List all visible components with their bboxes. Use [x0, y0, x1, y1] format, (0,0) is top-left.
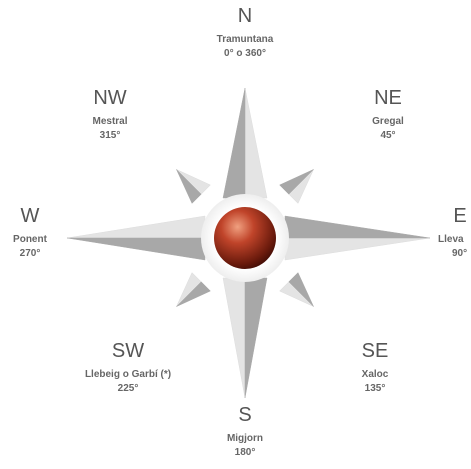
wind-name: Ponent	[13, 234, 48, 245]
wind-name: Lleva	[438, 234, 464, 245]
direction-abbr: SW	[112, 340, 144, 362]
spike-dark	[288, 272, 314, 307]
spike-dark	[222, 87, 246, 199]
direction-abbr: NW	[93, 87, 126, 109]
spike-light	[244, 87, 268, 199]
direction-abbr: NE	[374, 87, 402, 109]
spike-dark	[284, 215, 431, 239]
spike-light	[284, 237, 431, 261]
direction-abbr: E	[453, 205, 466, 227]
wind-degrees: 315°	[100, 130, 121, 141]
wind-degrees: 90°	[452, 248, 467, 259]
spike-dark	[279, 169, 314, 195]
wind-name: Xaloc	[362, 369, 389, 380]
wind-name: Mestral	[92, 116, 127, 127]
direction-abbr: N	[238, 5, 252, 27]
wind-degrees: 0° o 360°	[224, 48, 266, 59]
wind-name: Migjorn	[227, 433, 263, 444]
center-ball	[214, 207, 276, 269]
spike-dark	[176, 281, 211, 307]
direction-abbr: S	[238, 404, 251, 426]
wind-name: Llebeig o Garbí (*)	[85, 369, 171, 380]
wind-degrees: 180°	[235, 447, 256, 458]
wind-degrees: 270°	[20, 248, 41, 259]
spike-light	[222, 277, 246, 399]
wind-degrees: 225°	[118, 383, 139, 394]
direction-abbr: W	[21, 205, 40, 227]
wind-name: Gregal	[372, 116, 404, 127]
spike-dark	[66, 237, 206, 261]
labels: N Tramuntana 0° o 360° NE Gregal 45° E Lleva 90°…	[13, 5, 467, 458]
spike-dark	[176, 169, 202, 204]
wind-degrees: 135°	[365, 383, 386, 394]
wind-degrees: 45°	[380, 130, 395, 141]
spike-light	[66, 215, 206, 239]
spike-dark	[244, 277, 268, 399]
direction-abbr: SE	[362, 340, 389, 362]
wind-name: Tramuntana	[217, 34, 274, 45]
